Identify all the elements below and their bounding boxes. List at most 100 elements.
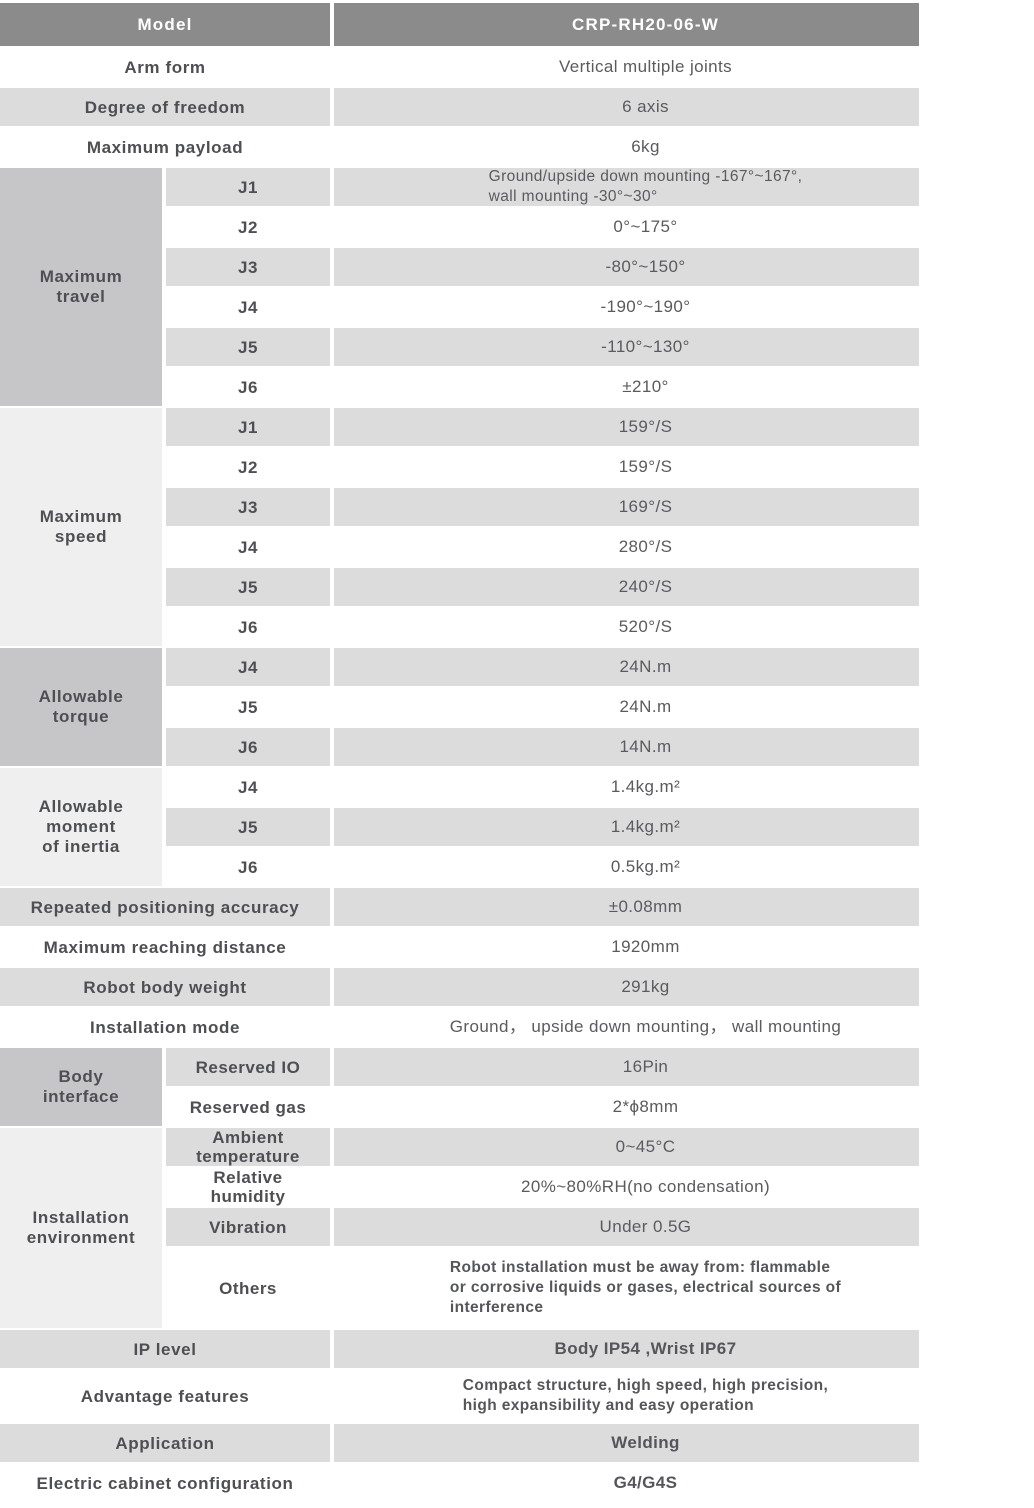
spec-row: J1 159°/S	[166, 408, 919, 446]
spec-section: Body interface Reserved IO 16Pin Reserved g…	[0, 1048, 919, 1126]
spec-row: J2 159°/S	[166, 448, 919, 486]
row-value-cell: Robot installation must be away from: fl…	[334, 1248, 919, 1328]
row-label-cell: Maximum reaching distance	[0, 928, 330, 966]
row-value-cell: 291kg	[334, 968, 919, 1006]
spec-section: Maximum travel J1 Ground/upside down mount…	[0, 168, 919, 406]
spec-row: J5 -110°~130°	[166, 328, 919, 366]
spec-section: Maximum speed J1 159°/S J2 159°/S J3 169°/S J4 2…	[0, 408, 919, 646]
row-value-cell: Welding	[334, 1424, 919, 1462]
model-value-cell: CRP-RH20-06-W	[334, 3, 919, 46]
row-label-cell: Repeated positioning accuracy	[0, 888, 330, 926]
row-value-text: Compact structure, high speed, high prec…	[462, 1377, 829, 1414]
sub-label-cell: J2	[166, 208, 330, 246]
group-rows: Ambient temperature 0~45°C Relative humidi…	[166, 1128, 919, 1328]
sub-label-cell: J5	[166, 328, 330, 366]
row-value-text: Ground/upside down mounting -167°~167°, …	[488, 168, 803, 205]
row-value-cell: Ground/upside down mounting -167°~167°, …	[334, 168, 919, 206]
sub-label-cell: Reserved IO	[166, 1048, 330, 1086]
row-value-cell: 16Pin	[334, 1048, 919, 1086]
row-value-cell: 24N.m	[334, 688, 919, 726]
spec-row: Ambient temperature 0~45°C	[166, 1128, 919, 1166]
group-label-cell: Allowable torque	[0, 648, 162, 766]
header-row: Model CRP-RH20-06-W	[0, 3, 919, 46]
sub-label-cell: J5	[166, 688, 330, 726]
spec-row: Advantage features Compact structure, hig…	[0, 1370, 919, 1422]
sub-label-cell: J4	[166, 528, 330, 566]
row-label-cell: Maximum payload	[0, 128, 330, 166]
row-value-cell: 2*ϕ8mm	[334, 1088, 919, 1126]
sub-label-cell: J6	[166, 608, 330, 646]
spec-row: J4 280°/S	[166, 528, 919, 566]
spec-row: J4 24N.m	[166, 648, 919, 686]
spec-section: Allowable moment of inertia J4 1.4kg.m² J5 1…	[0, 768, 919, 886]
row-label-cell: Advantage features	[0, 1370, 330, 1422]
row-value-cell: Vertical multiple joints	[334, 48, 919, 86]
sub-label-cell: Vibration	[166, 1208, 330, 1246]
spec-row: J6 14N.m	[166, 728, 919, 766]
row-value-cell: ±0.08mm	[334, 888, 919, 926]
row-label-cell: Degree of freedom	[0, 88, 330, 126]
row-value-cell: -110°~130°	[334, 328, 919, 366]
row-value-cell: Body IP54 ,Wrist IP67	[334, 1330, 919, 1368]
spec-row: J6 520°/S	[166, 608, 919, 646]
spec-row: Repeated positioning accuracy ±0.08mm	[0, 888, 919, 926]
spec-row: J3 -80°~150°	[166, 248, 919, 286]
sub-label-cell: J6	[166, 368, 330, 406]
group-rows: J1 Ground/upside down mounting -167°~167°…	[166, 168, 919, 406]
spec-section: Installation environment Ambient temperat…	[0, 1128, 919, 1328]
sub-label-cell: J5	[166, 568, 330, 606]
spec-row: J6 ±210°	[166, 368, 919, 406]
row-value-cell: -80°~150°	[334, 248, 919, 286]
row-value-cell: G4/G4S	[334, 1464, 919, 1502]
row-value-cell: 169°/S	[334, 488, 919, 526]
spec-row: Vibration Under 0.5G	[166, 1208, 919, 1246]
spec-row: J1 Ground/upside down mounting -167°~167°…	[166, 168, 919, 206]
spec-row: Reserved IO 16Pin	[166, 1048, 919, 1086]
row-value-cell: 24N.m	[334, 648, 919, 686]
sub-label-cell: J3	[166, 488, 330, 526]
row-value-cell: 6kg	[334, 128, 919, 166]
spec-row: Others Robot installation must be away fr…	[166, 1248, 919, 1328]
row-value-cell: 1920mm	[334, 928, 919, 966]
row-value-cell: 1.4kg.m²	[334, 808, 919, 846]
spec-row: Reserved gas 2*ϕ8mm	[166, 1088, 919, 1126]
row-label-cell: Arm form	[0, 48, 330, 86]
spec-row: Electric cabinet configuration G4/G4S	[0, 1464, 919, 1502]
row-value-cell: 0°~175°	[334, 208, 919, 246]
sub-label-cell: Relative humidity	[166, 1168, 330, 1206]
spec-row: J5 24N.m	[166, 688, 919, 726]
model-label-cell: Model	[0, 3, 330, 46]
group-rows: J4 1.4kg.m² J5 1.4kg.m² J6 0.5kg.m²	[166, 768, 919, 886]
row-label-cell: Electric cabinet configuration	[0, 1464, 330, 1502]
group-rows: Reserved IO 16Pin Reserved gas 2*ϕ8mm	[166, 1048, 919, 1126]
row-label-cell: Installation mode	[0, 1008, 330, 1046]
row-label-cell: Robot body weight	[0, 968, 330, 1006]
row-value-cell: 0~45°C	[334, 1128, 919, 1166]
spec-row: J4 1.4kg.m²	[166, 768, 919, 806]
spec-row: Arm form Vertical multiple joints	[0, 48, 919, 86]
sub-label-cell: Reserved gas	[166, 1088, 330, 1126]
row-value-cell: 520°/S	[334, 608, 919, 646]
row-value-cell: Compact structure, high speed, high prec…	[334, 1370, 919, 1422]
row-value-cell: 280°/S	[334, 528, 919, 566]
row-value-cell: -190°~190°	[334, 288, 919, 326]
spec-row: J5 240°/S	[166, 568, 919, 606]
row-value-cell: 159°/S	[334, 448, 919, 486]
spec-section: Allowable torque J4 24N.m J5 24N.m J6 14N.m	[0, 648, 919, 766]
spec-row: Maximum payload 6kg	[0, 128, 919, 166]
sub-label-cell: J4	[166, 648, 330, 686]
spec-table: Model CRP-RH20-06-W Arm form Vertical mul…	[0, 3, 919, 1502]
row-value-cell: 240°/S	[334, 568, 919, 606]
row-value-cell: Ground， upside down mounting， wall mount…	[334, 1008, 919, 1046]
sub-label-cell: J3	[166, 248, 330, 286]
sub-label-cell: Ambient temperature	[166, 1128, 330, 1166]
group-rows: J1 159°/S J2 159°/S J3 169°/S J4 280°/S J5 240°/S…	[166, 408, 919, 646]
spec-row: J3 169°/S	[166, 488, 919, 526]
row-value-cell: 14N.m	[334, 728, 919, 766]
sub-label-cell: J1	[166, 408, 330, 446]
row-value-cell: 0.5kg.m²	[334, 848, 919, 886]
sub-label-cell: J5	[166, 808, 330, 846]
sub-label-cell: J4	[166, 768, 330, 806]
spec-row: Relative humidity 20%~80%RH(no condensati…	[166, 1168, 919, 1206]
spec-row: Application Welding	[0, 1424, 919, 1462]
